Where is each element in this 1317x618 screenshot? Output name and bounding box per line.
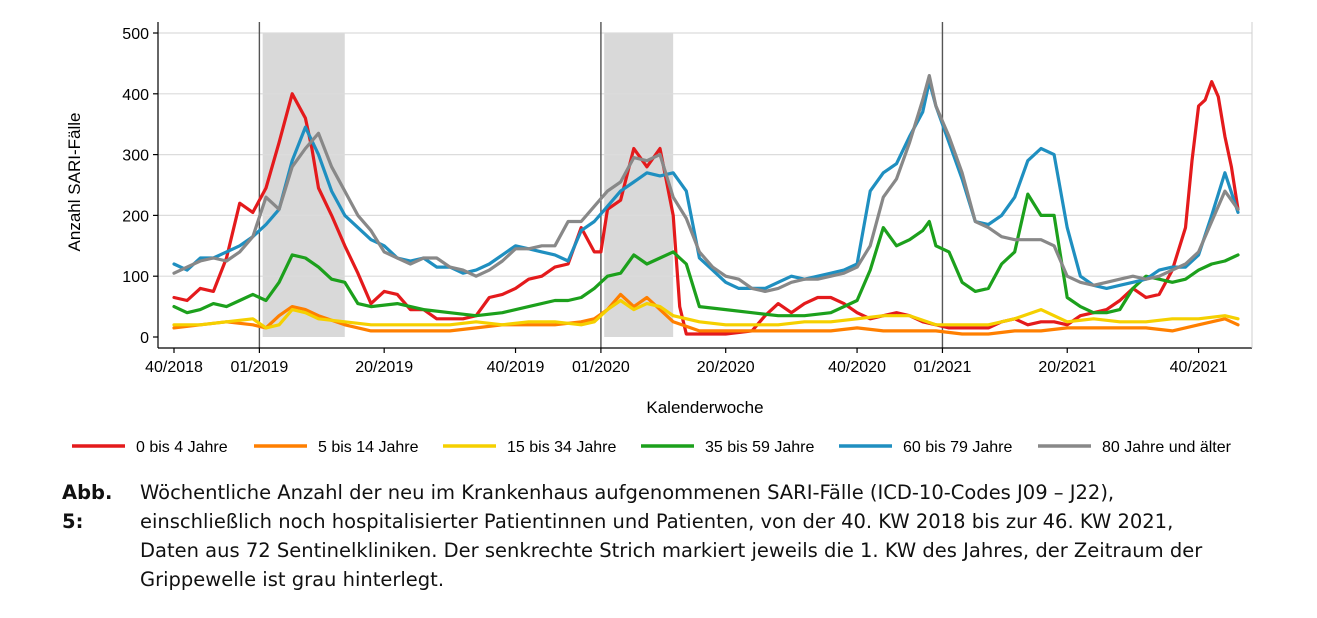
x-tick-label: 40/2021: [1170, 359, 1228, 376]
x-tick-label: 01/2019: [230, 359, 288, 376]
y-axis-label: Anzahl SARI-Fälle: [65, 113, 84, 252]
flu-season-bands: [262, 33, 674, 337]
series-lines: [172, 74, 1240, 336]
y-tick-label: 300: [122, 148, 149, 165]
x-axis-label: Kalenderwoche: [646, 398, 763, 417]
y-tick-label: 400: [122, 87, 149, 104]
x-tick-label: 40/2019: [487, 359, 545, 376]
x-tick-label: 40/2018: [145, 359, 203, 376]
year-markers: [258, 22, 944, 348]
legend-label-1: 0 bis 4 Jahre: [136, 439, 228, 456]
series-line-5: [172, 80, 1240, 290]
series-line-6: [172, 74, 1240, 293]
legend-label-6: 80 Jahre und älter: [1102, 439, 1232, 456]
y-tick-labels: 0 100 200 300 400 500: [122, 26, 158, 347]
x-tick-label: 01/2020: [572, 359, 630, 376]
y-tick-label: 200: [122, 208, 149, 225]
y-tick-label: 500: [122, 26, 149, 43]
flu-season-band-1: [262, 33, 345, 337]
caption-text: Wöchentliche Anzahl der neu im Krankenha…: [140, 481, 1203, 591]
series-line-3: [172, 298, 1240, 330]
x-tick-label: 20/2019: [355, 359, 413, 376]
legend-label-4: 35 bis 59 Jahre: [705, 439, 815, 456]
legend-label-3: 15 bis 34 Jahre: [507, 439, 617, 456]
x-tick-labels: 40/2018 01/2019 20/2019 40/2019 01/2020 20/20…: [145, 348, 1228, 376]
legend-label-2: 5 bis 14 Jahre: [318, 439, 419, 456]
y-tick-label: 0: [140, 330, 149, 347]
series-line-4: [172, 192, 1240, 318]
x-tick-label: 40/2020: [828, 359, 886, 376]
x-tick-label: 20/2020: [697, 359, 755, 376]
caption-label: Abb. 5:: [62, 481, 113, 533]
x-tick-label: 20/2021: [1038, 359, 1096, 376]
figure-caption: Abb. 5: Wöchentliche Anzahl der neu im Kr…: [62, 478, 1262, 594]
axes: [157, 22, 1253, 349]
y-tick-label: 100: [122, 269, 149, 286]
legend: 0 bis 4 Jahre 5 bis 14 Jahre 15 bis 34 Jah…: [72, 439, 1232, 456]
series-line-1: [172, 80, 1240, 336]
legend-label-5: 60 bis 79 Jahre: [903, 439, 1013, 456]
x-tick-label: 01/2021: [914, 359, 972, 376]
